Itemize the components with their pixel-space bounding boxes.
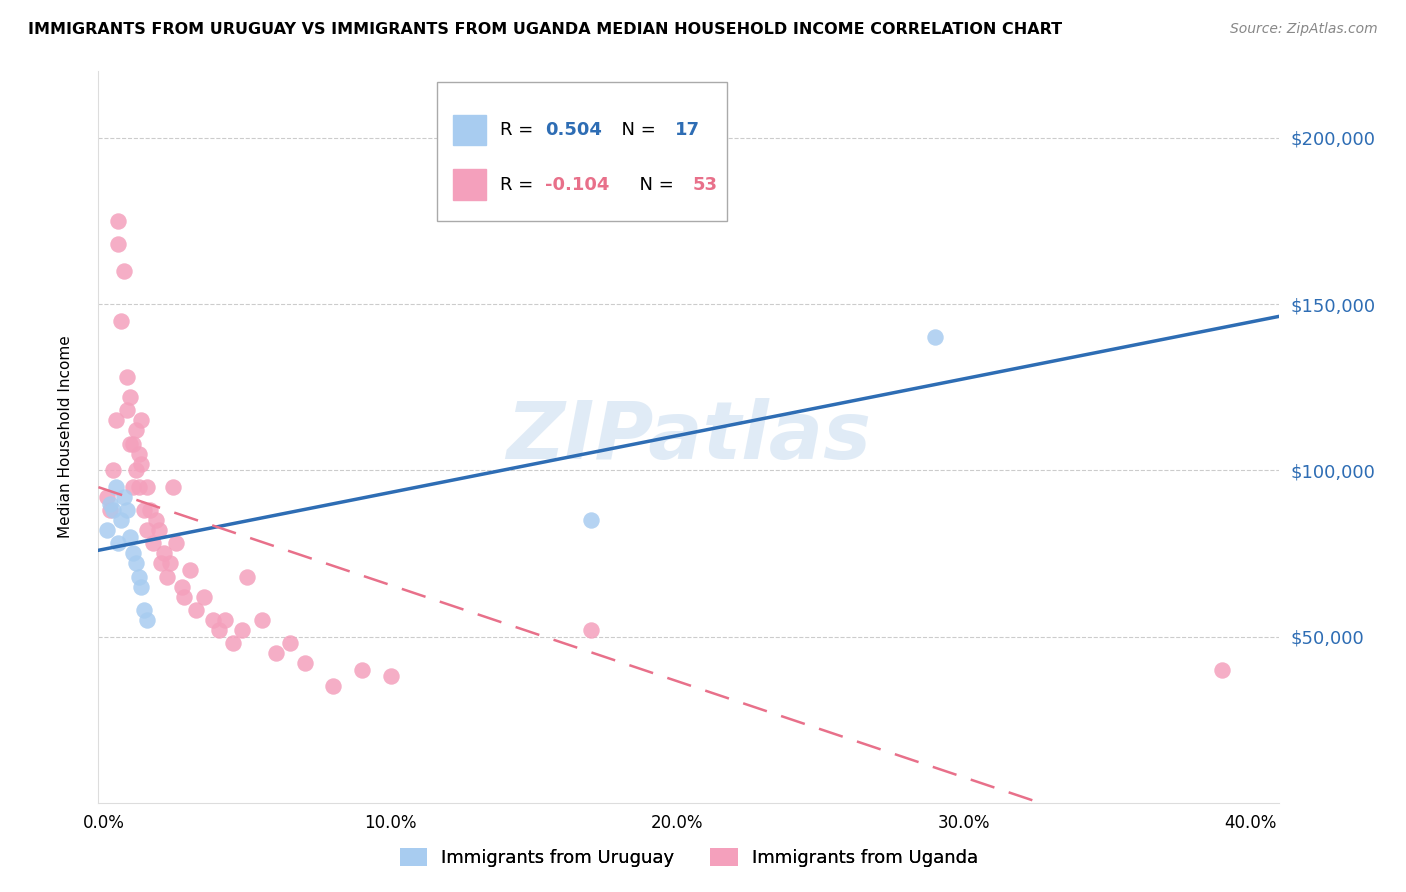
- Point: [352, 663, 374, 677]
- Text: 53: 53: [693, 176, 717, 194]
- Point: [156, 570, 179, 584]
- Point: [581, 513, 603, 527]
- Point: [208, 623, 231, 637]
- Point: [142, 536, 165, 550]
- Point: [250, 613, 273, 627]
- Point: [107, 214, 129, 228]
- Text: -0.104: -0.104: [546, 176, 609, 194]
- Point: [280, 636, 302, 650]
- Point: [107, 536, 129, 550]
- Point: [118, 436, 141, 450]
- Point: [110, 314, 132, 328]
- Text: R =: R =: [501, 176, 538, 194]
- Point: [173, 590, 195, 604]
- Point: [121, 546, 143, 560]
- Point: [193, 590, 215, 604]
- Point: [145, 513, 167, 527]
- Point: [264, 646, 287, 660]
- Point: [98, 503, 121, 517]
- Point: [118, 390, 141, 404]
- Point: [115, 403, 138, 417]
- Text: 0.504: 0.504: [546, 121, 602, 139]
- Text: N =: N =: [627, 176, 679, 194]
- Point: [134, 603, 156, 617]
- Point: [104, 413, 127, 427]
- Point: [101, 503, 124, 517]
- Point: [112, 490, 135, 504]
- Point: [131, 457, 153, 471]
- Point: [202, 613, 225, 627]
- Text: ZIPatlas: ZIPatlas: [506, 398, 872, 476]
- Bar: [453, 169, 486, 200]
- Point: [214, 613, 236, 627]
- Point: [1211, 663, 1233, 677]
- Point: [96, 490, 118, 504]
- Point: [148, 523, 170, 537]
- Text: Source: ZipAtlas.com: Source: ZipAtlas.com: [1230, 22, 1378, 37]
- Point: [222, 636, 245, 650]
- Point: [170, 580, 193, 594]
- Point: [125, 463, 148, 477]
- Point: [159, 557, 181, 571]
- Point: [231, 623, 253, 637]
- Point: [136, 480, 159, 494]
- Point: [118, 530, 141, 544]
- Y-axis label: Median Household Income: Median Household Income: [59, 335, 73, 539]
- Point: [110, 513, 132, 527]
- Point: [131, 580, 153, 594]
- Point: [153, 546, 176, 560]
- Point: [184, 603, 207, 617]
- Point: [136, 613, 159, 627]
- Bar: [453, 114, 486, 145]
- Point: [121, 480, 143, 494]
- Point: [179, 563, 201, 577]
- Point: [131, 413, 153, 427]
- Point: [136, 523, 159, 537]
- Point: [165, 536, 187, 550]
- Text: R =: R =: [501, 121, 538, 139]
- Point: [107, 237, 129, 252]
- Point: [162, 480, 184, 494]
- Point: [581, 623, 603, 637]
- Point: [924, 330, 946, 344]
- Point: [125, 557, 148, 571]
- Point: [115, 370, 138, 384]
- Point: [128, 570, 150, 584]
- Point: [236, 570, 259, 584]
- Point: [128, 480, 150, 494]
- Point: [380, 669, 402, 683]
- Point: [121, 436, 143, 450]
- Point: [101, 463, 124, 477]
- Point: [96, 523, 118, 537]
- Point: [128, 447, 150, 461]
- Point: [112, 264, 135, 278]
- Point: [139, 503, 162, 517]
- Point: [104, 480, 127, 494]
- Point: [294, 656, 316, 670]
- Point: [98, 497, 121, 511]
- Point: [322, 680, 344, 694]
- FancyBboxPatch shape: [437, 82, 727, 221]
- Point: [150, 557, 173, 571]
- Point: [134, 503, 156, 517]
- Point: [125, 424, 148, 438]
- Text: IMMIGRANTS FROM URUGUAY VS IMMIGRANTS FROM UGANDA MEDIAN HOUSEHOLD INCOME CORREL: IMMIGRANTS FROM URUGUAY VS IMMIGRANTS FR…: [28, 22, 1063, 37]
- Text: N =: N =: [610, 121, 661, 139]
- Legend: Immigrants from Uruguay, Immigrants from Uganda: Immigrants from Uruguay, Immigrants from…: [392, 840, 986, 874]
- Text: 17: 17: [675, 121, 700, 139]
- Point: [115, 503, 138, 517]
